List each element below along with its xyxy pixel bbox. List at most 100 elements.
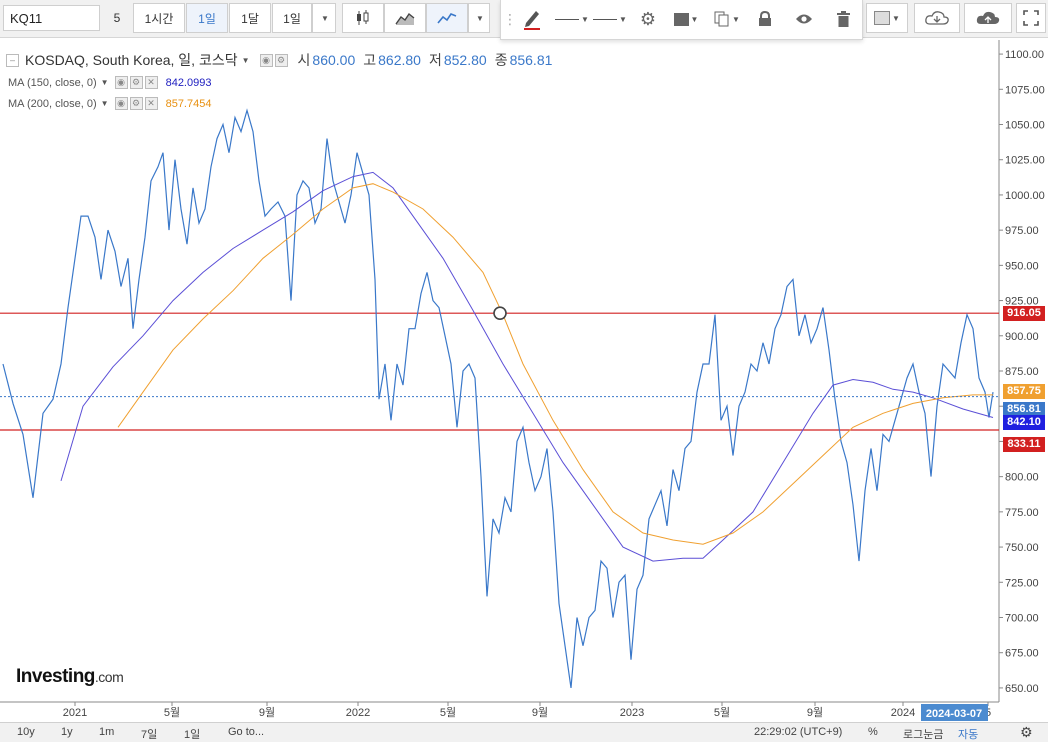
line-width-button[interactable]: ▼ (591, 4, 629, 34)
symbol-input[interactable] (3, 5, 100, 31)
color-box-icon (874, 11, 891, 25)
y-tick-label: 1050.00 (1005, 120, 1045, 132)
close-icon[interactable]: ✕ (144, 97, 158, 110)
gear-icon[interactable]: ⚙ (129, 97, 143, 110)
time-axis[interactable]: 20215월9월20225월9월20235월9월20245 (63, 702, 991, 719)
chevron-down-icon: ▼ (321, 13, 329, 23)
interval-1hour-button[interactable]: 1시간 (133, 3, 185, 33)
close-value: 856.81 (509, 52, 553, 68)
interval-1month-button[interactable]: 1달 (229, 3, 271, 33)
series-layer (2, 108, 994, 688)
ma150-series-line (60, 171, 994, 562)
interval-label: 1달 (241, 11, 259, 26)
range-1d-button[interactable]: 1일 (184, 729, 201, 741)
candlestick-icon (357, 10, 369, 25)
fill-button[interactable]: ▼ (671, 4, 701, 34)
range-10y-button[interactable]: 10y (17, 726, 35, 738)
chevron-down-icon: ▼ (732, 14, 740, 24)
x-tick-label: 9월 (807, 706, 823, 719)
eye-icon (796, 14, 812, 24)
range-1y-button[interactable]: 1y (61, 726, 73, 738)
x-tick-label: 2023 (620, 707, 644, 719)
goto-button[interactable]: Go to... (228, 726, 265, 738)
eye-icon[interactable]: ◉ (259, 53, 273, 67)
line-style-button[interactable]: ▼ (553, 4, 591, 34)
fullscreen-icon (1023, 10, 1039, 26)
pencil-icon (524, 11, 540, 30)
range-1m-button[interactable]: 1m (99, 726, 115, 738)
auto-scale-toggle[interactable]: 자동 (958, 729, 979, 741)
chevron-down-icon[interactable]: ▼ (241, 55, 250, 65)
interval-label: 1일 (198, 11, 216, 26)
x-tick-label: 5월 (164, 706, 180, 719)
ma150-value: 842.0993 (165, 76, 212, 89)
visibility-button[interactable] (791, 4, 817, 34)
chevron-down-icon[interactable]: ▼ (100, 78, 109, 87)
close-price-tag: 856.81 (1003, 401, 1045, 417)
interval-chevron-button[interactable]: ▼ (312, 3, 336, 33)
lock-button[interactable] (753, 4, 777, 34)
line-anchor-handle[interactable] (493, 306, 507, 320)
area-chart-button[interactable] (384, 3, 426, 33)
horizontal-lines[interactable] (0, 312, 999, 431)
gear-icon[interactable]: ⚙ (274, 53, 288, 67)
upper-line-price-tag: 916.05 (1003, 305, 1045, 321)
lower-line-price-tag: 833.11 (1003, 436, 1045, 452)
y-tick-label: 975.00 (1005, 225, 1039, 237)
investing-logo: Investing.com (16, 666, 124, 688)
delete-button[interactable] (831, 4, 855, 34)
interval-number-button[interactable]: 5 (102, 3, 132, 33)
range-7d-button[interactable]: 7일 (141, 729, 158, 741)
x-cursor-label: 2024-03-07 (926, 708, 982, 720)
x-tick-label: 2024 (891, 707, 915, 719)
ma200-label: MA (200, close, 0) (8, 97, 97, 110)
pencil-button[interactable] (517, 4, 547, 34)
clock-timezone[interactable]: 22:29:02 (UTC+9) (754, 726, 843, 738)
eye-icon[interactable]: ◉ (114, 97, 128, 110)
y-tick-label: 1000.00 (1005, 190, 1045, 202)
candlestick-button[interactable] (342, 3, 384, 33)
price-axis[interactable]: 1100.00 1075.00 1050.00 1025.00 1000.00 975.0… (999, 49, 1045, 695)
fullscreen-button[interactable] (1016, 3, 1046, 33)
interval-label: 1일 (283, 11, 301, 26)
line-width-icon (593, 18, 618, 20)
y-tick-label: 1075.00 (1005, 84, 1045, 96)
ma150-price-tag: 842.10 (1003, 415, 1045, 431)
percent-toggle[interactable]: % (868, 726, 878, 738)
log-scale-toggle[interactable]: 로그눈금 (903, 729, 944, 741)
x-tick-label: 5월 (440, 706, 456, 719)
settings-button[interactable]: ⚙ (635, 4, 661, 34)
color-box-button[interactable]: ▼ (866, 3, 908, 33)
gear-icon[interactable]: ⚙ (1020, 724, 1033, 740)
close-icon[interactable]: ✕ (144, 76, 158, 89)
collapse-icon[interactable]: – (6, 53, 19, 67)
chevron-down-icon: ▼ (619, 14, 627, 24)
chart-type-chevron-button[interactable]: ▼ (468, 3, 490, 33)
y-tick-label: 750.00 (1005, 542, 1039, 554)
x-tick-label: 5월 (714, 706, 730, 719)
interval-number-label: 5 (113, 11, 121, 25)
eye-icon[interactable]: ◉ (114, 76, 128, 89)
line-style-icon (555, 18, 580, 20)
y-tick-label: 800.00 (1005, 472, 1039, 484)
high-label: 고 (363, 52, 377, 68)
chevron-down-icon: ▼ (892, 13, 900, 23)
line-chart-button[interactable] (426, 3, 468, 33)
gear-icon[interactable]: ⚙ (129, 76, 143, 89)
cloud-download-button[interactable] (914, 3, 960, 33)
cloud-upload-button[interactable] (964, 3, 1012, 33)
low-value: 852.80 (443, 52, 487, 68)
interval-dropdown-button[interactable]: 1일 (272, 3, 312, 33)
symbol-title: KOSDAQ, South Korea, 일, 코스닥 (25, 52, 238, 68)
drag-handle[interactable]: ⋮ (503, 4, 517, 34)
chart-legend: – KOSDAQ, South Korea, 일, 코스닥 ▼ ◉ ⚙ 시 860… (6, 50, 552, 70)
price-series-line (2, 108, 994, 688)
x-tick-label: 9월 (532, 706, 548, 719)
chevron-down-icon[interactable]: ▼ (100, 99, 109, 108)
chevron-down-icon: ▼ (690, 14, 699, 24)
copy-button[interactable]: ▼ (711, 4, 743, 34)
y-tick-label: 675.00 (1005, 648, 1039, 660)
interval-1day-button[interactable]: 1일 (186, 3, 228, 33)
y-tick-label: 875.00 (1005, 366, 1039, 378)
